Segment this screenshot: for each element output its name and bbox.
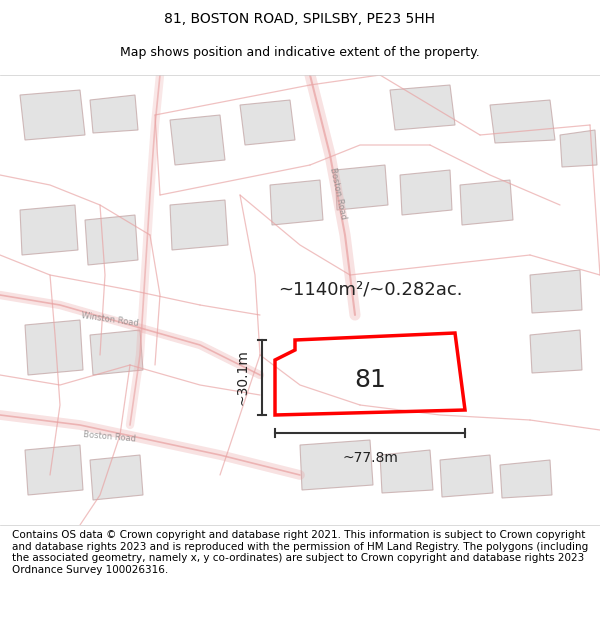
- Polygon shape: [440, 455, 493, 497]
- Polygon shape: [25, 445, 83, 495]
- Polygon shape: [90, 330, 143, 375]
- Text: Map shows position and indicative extent of the property.: Map shows position and indicative extent…: [120, 46, 480, 59]
- Text: Boston Road: Boston Road: [83, 430, 137, 444]
- Polygon shape: [20, 90, 85, 140]
- Polygon shape: [240, 100, 295, 145]
- Polygon shape: [530, 330, 582, 373]
- Polygon shape: [90, 95, 138, 133]
- Polygon shape: [300, 440, 373, 490]
- Polygon shape: [460, 180, 513, 225]
- Polygon shape: [170, 200, 228, 250]
- Text: ~30.1m: ~30.1m: [236, 349, 250, 406]
- Text: ~1140m²/~0.282ac.: ~1140m²/~0.282ac.: [278, 281, 462, 299]
- Polygon shape: [400, 170, 452, 215]
- Polygon shape: [490, 100, 555, 143]
- Polygon shape: [380, 450, 433, 493]
- Polygon shape: [85, 215, 138, 265]
- Text: Boston Road: Boston Road: [328, 166, 348, 220]
- Polygon shape: [170, 115, 225, 165]
- Text: 81: 81: [354, 368, 386, 392]
- Polygon shape: [270, 180, 323, 225]
- Polygon shape: [335, 165, 388, 210]
- Polygon shape: [500, 460, 552, 498]
- Text: ~77.8m: ~77.8m: [342, 451, 398, 465]
- Polygon shape: [560, 130, 597, 167]
- Text: 81, BOSTON ROAD, SPILSBY, PE23 5HH: 81, BOSTON ROAD, SPILSBY, PE23 5HH: [164, 12, 436, 26]
- Text: Contains OS data © Crown copyright and database right 2021. This information is : Contains OS data © Crown copyright and d…: [12, 530, 588, 575]
- Polygon shape: [20, 205, 78, 255]
- Polygon shape: [530, 270, 582, 313]
- Text: Winston Road: Winston Road: [81, 311, 139, 329]
- Polygon shape: [90, 455, 143, 500]
- Polygon shape: [25, 320, 83, 375]
- Polygon shape: [390, 85, 455, 130]
